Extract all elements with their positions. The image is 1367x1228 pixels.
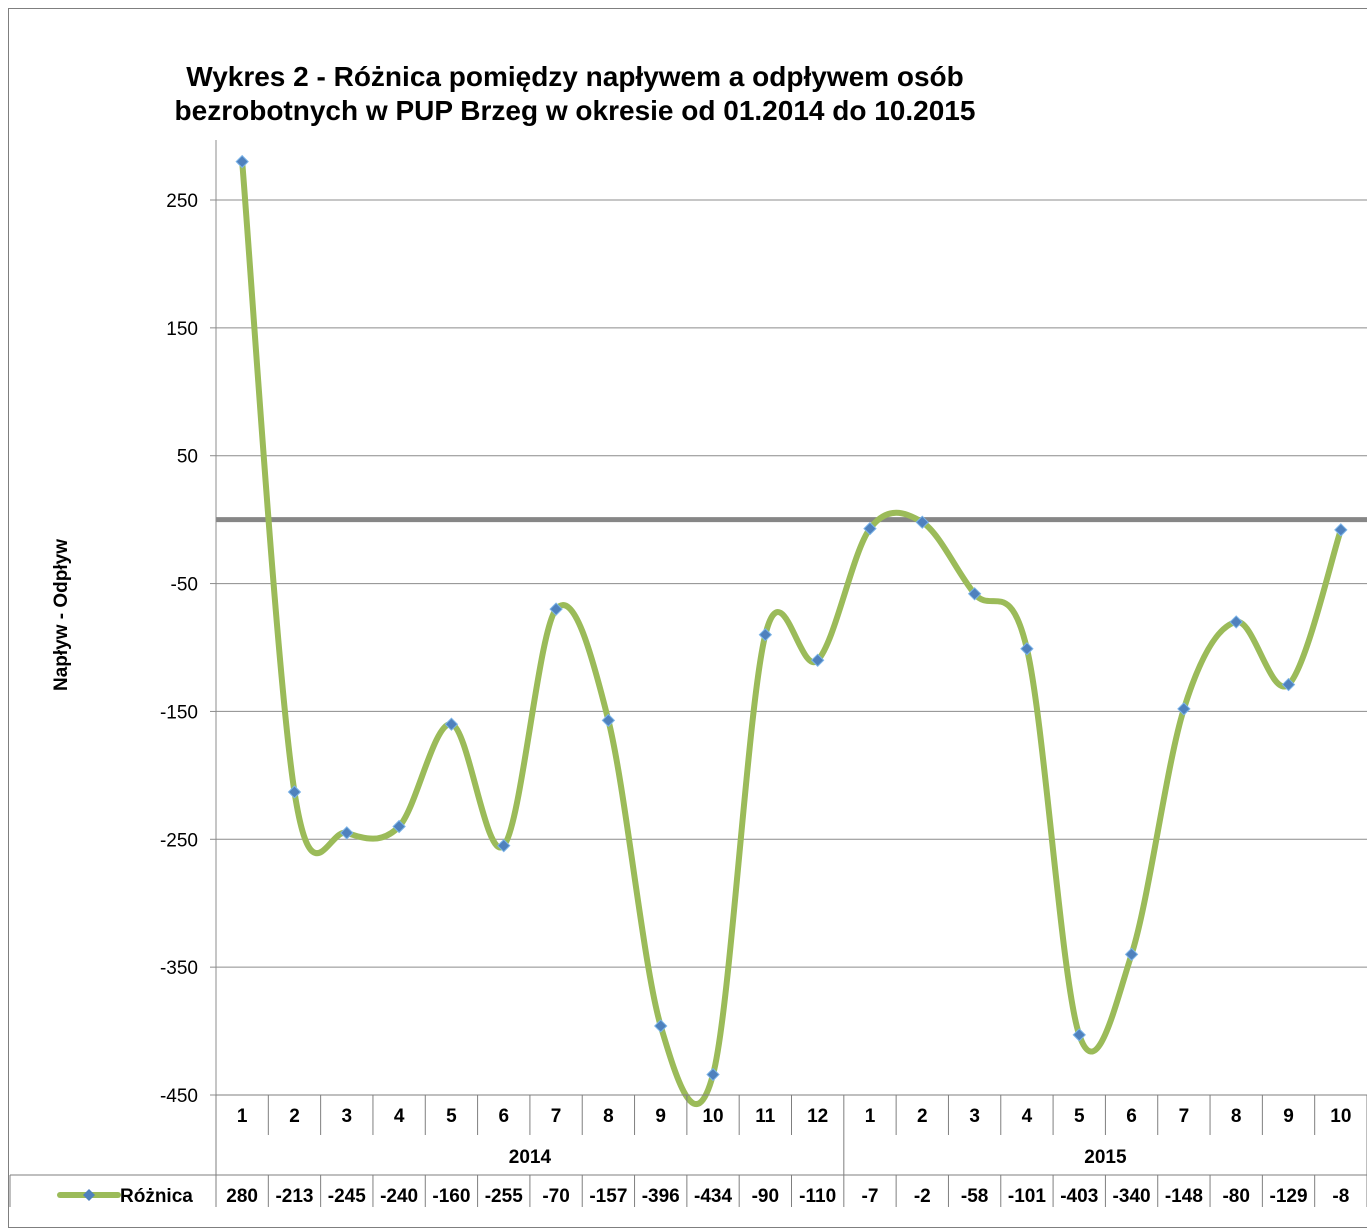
- ytick-label: -350: [160, 958, 198, 979]
- category-label: 11: [755, 1106, 776, 1127]
- category-label: 2: [289, 1106, 300, 1127]
- ytick-label: -50: [171, 575, 198, 596]
- category-label: 8: [603, 1106, 614, 1127]
- category-label: 9: [1283, 1106, 1294, 1127]
- category-label: 7: [1179, 1106, 1190, 1127]
- table-value: -90: [752, 1186, 779, 1207]
- table-value: -110: [799, 1186, 836, 1207]
- data-point: [1334, 523, 1348, 537]
- category-label: 5: [446, 1106, 457, 1127]
- table-value: -58: [961, 1186, 988, 1207]
- category-label: 10: [702, 1106, 723, 1127]
- category-label: 2: [917, 1106, 928, 1127]
- data-point: [1281, 677, 1296, 692]
- category-label: 4: [394, 1106, 405, 1127]
- table-value: -340: [1113, 1186, 1151, 1207]
- table-value: -255: [485, 1186, 523, 1207]
- data-point: [1177, 702, 1191, 716]
- ytick-label: -250: [160, 830, 198, 851]
- table-value: -245: [328, 1186, 366, 1207]
- data-point: [235, 154, 249, 169]
- category-label: 4: [1022, 1106, 1033, 1127]
- ytick-label: 250: [166, 191, 198, 212]
- data-point: [863, 521, 877, 536]
- table-value: -80: [1222, 1186, 1249, 1207]
- data-point: [1020, 642, 1034, 656]
- data-point: [915, 515, 930, 529]
- table-value: -8: [1332, 1186, 1349, 1207]
- table-value: -213: [275, 1186, 313, 1207]
- table-value: -2: [914, 1186, 931, 1207]
- data-point: [706, 1067, 720, 1082]
- table-value: -7: [862, 1186, 879, 1207]
- ytick-label: 50: [177, 447, 198, 468]
- data-point: [1124, 947, 1139, 962]
- category-label: 6: [1126, 1106, 1137, 1127]
- data-point: [1229, 615, 1243, 629]
- category-label: 1: [865, 1106, 876, 1127]
- group-label: 2014: [509, 1147, 552, 1168]
- data-point: [444, 717, 459, 731]
- data-point: [601, 713, 616, 728]
- data-point: [287, 785, 302, 799]
- data-point: [392, 819, 406, 834]
- table-value: -101: [1008, 1186, 1046, 1207]
- table-value: -70: [542, 1186, 569, 1207]
- table-value: -160: [432, 1186, 470, 1207]
- category-label: 8: [1231, 1106, 1242, 1127]
- category-label: 3: [969, 1106, 980, 1127]
- data-point: [340, 826, 354, 840]
- table-value: -148: [1165, 1186, 1203, 1207]
- legend-label: Różnica: [120, 1186, 193, 1207]
- category-label: 12: [807, 1106, 828, 1127]
- ytick-label: -150: [160, 702, 198, 723]
- ytick-label: -450: [160, 1086, 198, 1107]
- category-label: 1: [237, 1106, 248, 1127]
- data-point: [758, 628, 773, 642]
- data-point: [653, 1019, 668, 1033]
- data-point: [967, 587, 982, 601]
- table-value: -396: [642, 1186, 680, 1207]
- chart-title: Wykres 2 - Różnica pomiędzy napływem a o…: [140, 60, 1010, 128]
- category-label: 5: [1074, 1106, 1085, 1127]
- table-value: -157: [589, 1186, 627, 1207]
- category-label: 3: [342, 1106, 353, 1127]
- group-label: 2015: [1084, 1147, 1127, 1168]
- data-point: [1072, 1028, 1086, 1042]
- table-value: -240: [380, 1186, 418, 1207]
- data-point: [549, 602, 563, 616]
- category-label: 9: [655, 1106, 666, 1127]
- legend-marker-key: [83, 1189, 95, 1201]
- category-label: 6: [498, 1106, 509, 1127]
- table-value: -129: [1270, 1186, 1308, 1207]
- series-line-roznica: [239, 158, 1344, 1107]
- table-value: -403: [1060, 1186, 1098, 1207]
- table-value: -434: [694, 1186, 732, 1207]
- table-value: 280: [226, 1186, 258, 1207]
- data-point: [810, 653, 825, 667]
- category-label: 10: [1330, 1106, 1351, 1127]
- category-label: 7: [551, 1106, 562, 1127]
- chart-title-line-1: Wykres 2 - Różnica pomiędzy napływem a o…: [186, 61, 964, 92]
- data-point: [497, 838, 511, 853]
- chart-title-line-2: bezrobotnych w PUP Brzeg w okresie od 01…: [174, 95, 976, 126]
- ytick-label: 150: [166, 319, 198, 340]
